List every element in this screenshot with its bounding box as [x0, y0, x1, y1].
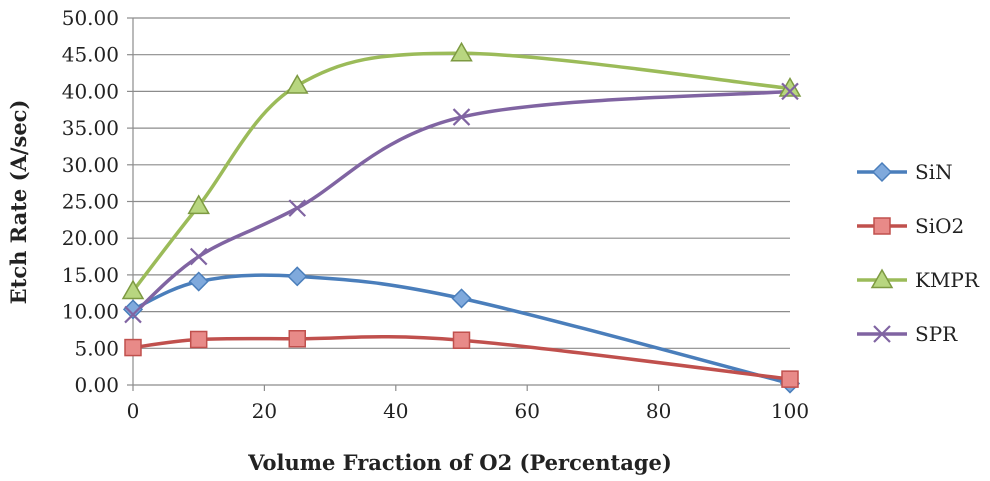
data-point-sin: [122, 299, 144, 320]
data-point-kmpr: [450, 41, 473, 62]
y-tick-label: 0.00: [74, 373, 119, 397]
data-point-sin: [188, 271, 209, 292]
series-line-spr: [131, 89, 792, 317]
x-tick-label: 100: [771, 399, 809, 423]
y-tick-label: 40.00: [62, 79, 119, 103]
legend-marker-sio2: [873, 217, 891, 235]
legend-label-kmpr: KMPR: [915, 268, 980, 292]
y-tick-label: 5.00: [74, 336, 119, 360]
data-point-sin: [287, 266, 308, 287]
legend-label-spr: SPR: [915, 322, 958, 346]
x-tick-labels: 0 20 40 60 80 100: [127, 399, 809, 423]
x-tick-label: 0: [127, 399, 140, 423]
y-axis-title: Etch Rate (A/sec): [6, 100, 31, 305]
x-tick-label: 40: [383, 399, 408, 423]
data-point-kmpr: [285, 74, 309, 94]
data-point-spr: [781, 82, 799, 101]
data-point-spr: [288, 199, 307, 217]
legend-marker-kmpr: [870, 268, 894, 289]
data-point-spr: [124, 305, 142, 324]
data-point-sio2: [288, 330, 306, 348]
y-tick-label: 15.00: [62, 263, 119, 287]
legend-marker-spr: [873, 325, 891, 343]
y-tick-labels: 0.00 5.00 10.00 15.00 20.00 25.00 30.00 35.00 40…: [62, 6, 119, 397]
data-point-spr: [189, 247, 208, 266]
y-tick-label: 25.00: [62, 190, 119, 214]
legend: SiN SiO2 KMPR SPR: [857, 160, 980, 346]
legend-label-sio2: SiO2: [915, 214, 964, 238]
data-point-spr: [452, 108, 471, 126]
data-point-sio2: [189, 330, 208, 349]
y-tick-label: 35.00: [62, 116, 119, 140]
data-point-kmpr: [187, 194, 210, 215]
x-tick-label: 60: [514, 399, 539, 423]
x-tick-label: 20: [252, 399, 277, 423]
x-tick-label: 80: [646, 399, 671, 423]
y-tick-label: 10.00: [62, 300, 119, 324]
data-point-sio2: [452, 331, 471, 349]
data-point-sio2: [781, 370, 799, 388]
series-markers: [121, 41, 802, 394]
y-tick-label: 20.00: [62, 226, 119, 250]
series-line-kmpr: [131, 51, 792, 293]
y-tick-label: 50.00: [62, 6, 119, 30]
legend-label-sin: SiN: [915, 160, 953, 184]
y-tick-label: 30.00: [62, 153, 119, 177]
x-axis-title: Volume Fraction of O2 (Percentage): [247, 450, 672, 475]
data-point-sio2: [124, 338, 142, 357]
legend-marker-sin: [871, 161, 893, 183]
data-point-kmpr: [121, 279, 145, 300]
data-point-sin: [451, 288, 472, 309]
y-tick-label: 45.00: [62, 43, 119, 67]
